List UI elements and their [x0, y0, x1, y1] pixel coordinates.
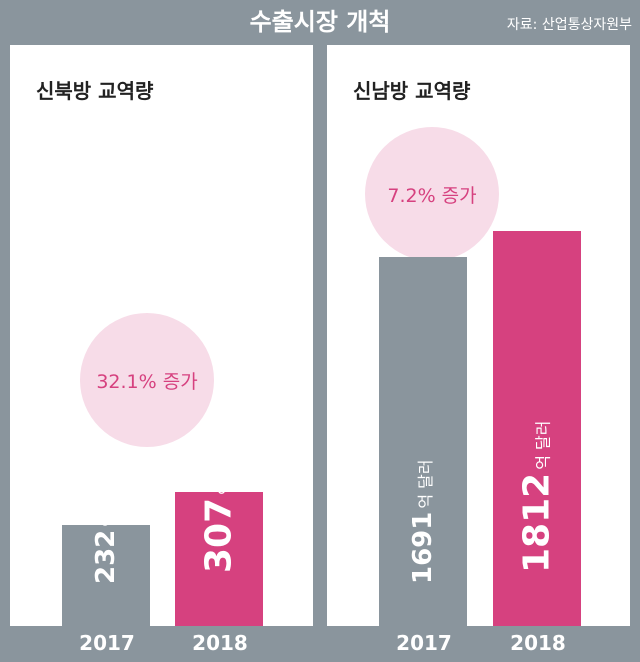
bar-value-label: 307억 달러	[198, 445, 240, 573]
x-tick-label: 2017	[396, 631, 452, 655]
panel-north: 신북방 교역량 32.1% 증가 232억 달러 307억 달러	[10, 45, 313, 626]
panel-title: 신북방 교역량	[36, 79, 154, 103]
chart-main-title: 수출시장 개척	[249, 8, 391, 36]
panel-title: 신남방 교역량	[353, 79, 471, 103]
bar-2018: 1812억 달러	[493, 231, 581, 626]
bar-2017: 1691억 달러	[379, 257, 467, 626]
panel-south: 신남방 교역량 7.2% 증가 1691억 달러 1812억 달러	[327, 45, 630, 626]
growth-annotation: 7.2% 증가	[365, 127, 499, 261]
x-tick-label: 2018	[510, 631, 566, 655]
bar-value-label: 1812억 달러	[516, 420, 558, 573]
growth-annotation: 32.1% 증가	[80, 313, 214, 447]
x-tick-label: 2018	[192, 631, 248, 655]
bar-2018: 307억 달러	[175, 446, 263, 626]
source-note: 자료: 산업통상자원부	[506, 17, 632, 33]
x-tick-label: 2017	[79, 631, 135, 655]
bar-value-label: 1691억 달러	[408, 459, 438, 584]
bar-2017: 232억 달러	[62, 477, 150, 626]
bar-value-label: 232억 달러	[91, 477, 121, 584]
